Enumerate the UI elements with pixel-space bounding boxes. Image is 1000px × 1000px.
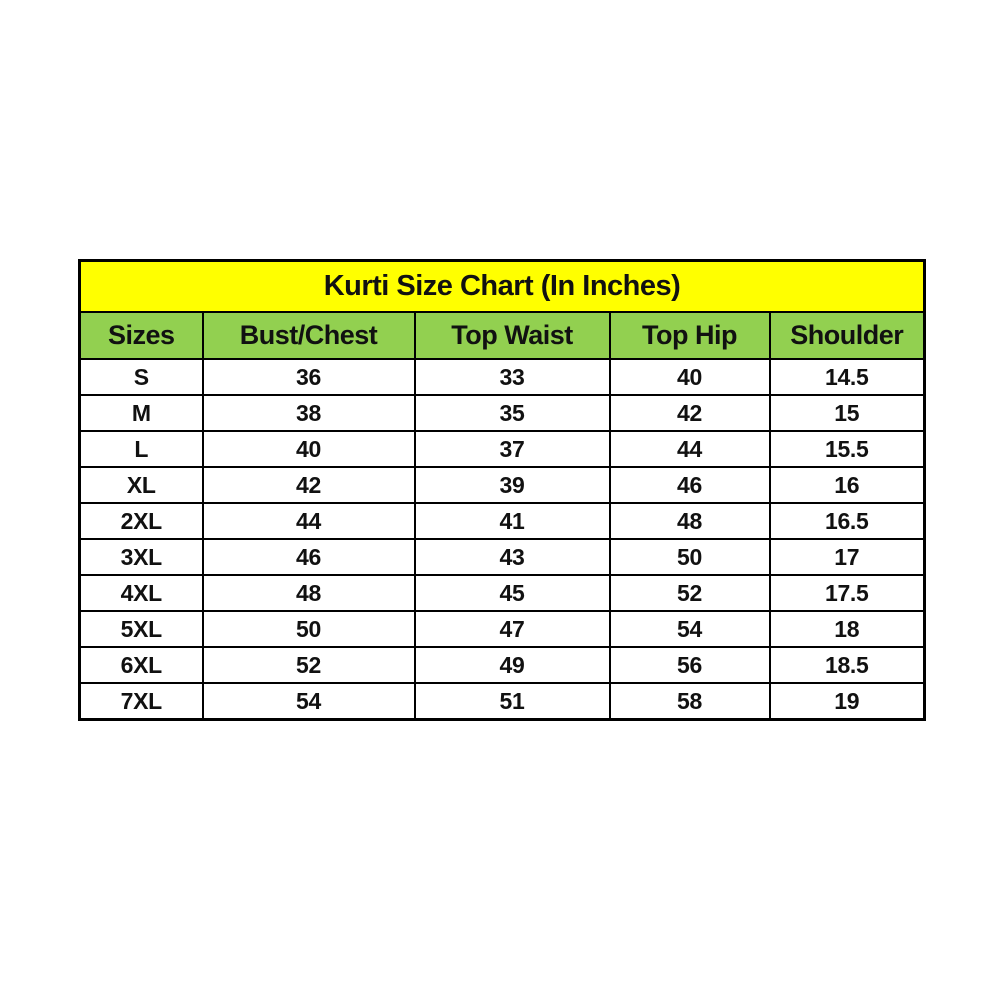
value-cell: 37	[413, 430, 611, 468]
table-row: 7XL 54 51 58 19	[78, 682, 926, 721]
value-cell: 48	[608, 502, 771, 540]
value-cell: 33	[413, 358, 611, 396]
column-header-bust-chest: Bust/Chest	[201, 311, 416, 360]
table-row: L 40 37 44 15.5	[78, 430, 926, 468]
value-cell: 18.5	[768, 646, 926, 684]
value-cell: 16	[768, 466, 926, 504]
value-cell: 38	[201, 394, 416, 432]
value-cell: 16.5	[768, 502, 926, 540]
size-cell: 3XL	[78, 538, 204, 576]
table-header-row: Sizes Bust/Chest Top Waist Top Hip Shoul…	[78, 311, 926, 360]
size-cell: L	[78, 430, 204, 468]
value-cell: 54	[201, 682, 416, 721]
table-row: 4XL 48 45 52 17.5	[78, 574, 926, 612]
value-cell: 56	[608, 646, 771, 684]
value-cell: 17.5	[768, 574, 926, 612]
value-cell: 42	[608, 394, 771, 432]
value-cell: 49	[413, 646, 611, 684]
value-cell: 58	[608, 682, 771, 721]
value-cell: 18	[768, 610, 926, 648]
size-cell: 4XL	[78, 574, 204, 612]
value-cell: 41	[413, 502, 611, 540]
value-cell: 51	[413, 682, 611, 721]
size-cell: 7XL	[78, 682, 204, 721]
table-row: S 36 33 40 14.5	[78, 358, 926, 396]
value-cell: 35	[413, 394, 611, 432]
column-header-sizes: Sizes	[78, 311, 204, 360]
value-cell: 19	[768, 682, 926, 721]
table-row: 2XL 44 41 48 16.5	[78, 502, 926, 540]
table-row: M 38 35 42 15	[78, 394, 926, 432]
value-cell: 42	[201, 466, 416, 504]
size-cell: 2XL	[78, 502, 204, 540]
size-cell: 5XL	[78, 610, 204, 648]
size-chart-table: Kurti Size Chart (In Inches) Sizes Bust/…	[78, 259, 926, 721]
size-cell: M	[78, 394, 204, 432]
value-cell: 44	[201, 502, 416, 540]
table-title: Kurti Size Chart (In Inches)	[78, 259, 926, 313]
value-cell: 39	[413, 466, 611, 504]
column-header-top-hip: Top Hip	[608, 311, 771, 360]
value-cell: 15.5	[768, 430, 926, 468]
column-header-top-waist: Top Waist	[413, 311, 611, 360]
value-cell: 52	[608, 574, 771, 612]
value-cell: 14.5	[768, 358, 926, 396]
value-cell: 48	[201, 574, 416, 612]
size-cell: S	[78, 358, 204, 396]
value-cell: 17	[768, 538, 926, 576]
size-chart: Kurti Size Chart (In Inches) Sizes Bust/…	[78, 259, 926, 721]
table-title-row: Kurti Size Chart (In Inches)	[78, 259, 926, 313]
value-cell: 43	[413, 538, 611, 576]
table-row: 6XL 52 49 56 18.5	[78, 646, 926, 684]
value-cell: 45	[413, 574, 611, 612]
value-cell: 40	[608, 358, 771, 396]
column-header-shoulder: Shoulder	[768, 311, 926, 360]
size-cell: 6XL	[78, 646, 204, 684]
value-cell: 47	[413, 610, 611, 648]
value-cell: 54	[608, 610, 771, 648]
table-row: XL 42 39 46 16	[78, 466, 926, 504]
value-cell: 36	[201, 358, 416, 396]
value-cell: 50	[608, 538, 771, 576]
size-cell: XL	[78, 466, 204, 504]
table-row: 3XL 46 43 50 17	[78, 538, 926, 576]
value-cell: 40	[201, 430, 416, 468]
value-cell: 15	[768, 394, 926, 432]
value-cell: 44	[608, 430, 771, 468]
value-cell: 52	[201, 646, 416, 684]
table-row: 5XL 50 47 54 18	[78, 610, 926, 648]
value-cell: 50	[201, 610, 416, 648]
value-cell: 46	[608, 466, 771, 504]
value-cell: 46	[201, 538, 416, 576]
